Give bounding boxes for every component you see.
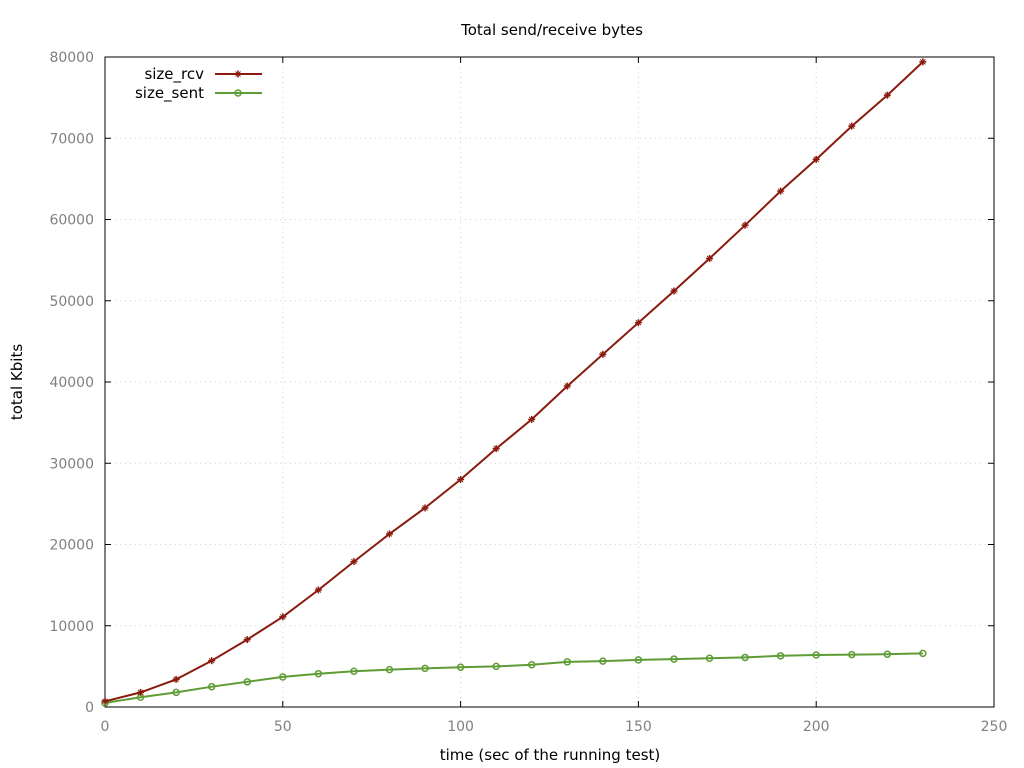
data-point [279,613,287,621]
data-point [670,287,678,295]
data-point [848,650,856,659]
data-point [457,476,465,483]
data-point [812,155,820,163]
data-point [207,682,216,691]
data-point [492,662,500,671]
data-point [706,255,714,262]
data-point [883,650,892,658]
data-point [563,382,571,390]
data-point [208,657,216,665]
data-point [350,558,358,566]
data-point [421,664,429,673]
series-size_rcv [101,58,927,705]
x-tick-label: 150 [625,719,652,735]
data-point [599,350,607,358]
y-tick-label: 50000 [49,294,94,310]
data-point [385,665,394,674]
data-point [776,652,785,660]
data-point [527,661,536,669]
legend-label: size_rcv [144,65,204,84]
data-point [634,656,643,664]
y-tick-label: 70000 [49,131,94,147]
data-point [848,122,856,130]
data-point [741,221,749,229]
data-point [279,673,287,681]
data-point [172,688,180,697]
data-point [741,653,749,662]
x-tick-label: 50 [274,719,292,735]
data-point [563,658,572,666]
chart-title: Total send/receive bytes [460,21,643,39]
data-point [919,58,927,66]
data-point [101,697,109,705]
data-point [421,504,429,512]
y-tick-label: 30000 [49,456,94,472]
data-point [243,636,251,644]
data-point [314,669,323,678]
data-point [492,445,500,453]
data-point [385,530,393,538]
y-tick-label: 10000 [49,619,94,635]
y-tick-label: 40000 [49,375,94,391]
data-point [883,91,891,99]
x-axis-title: time (sec of the running test) [440,746,661,764]
data-point [812,651,820,659]
data-point [172,675,180,683]
y-tick-label: 60000 [49,213,94,229]
y-tick-label: 80000 [49,50,94,66]
axis-ticks: 0 10000 20000 30000 40000 50000 60000 70000 8000… [49,50,1007,735]
data-point [243,678,251,686]
plot-frame [104,56,995,708]
data-point [919,649,927,658]
series-layer [101,58,927,707]
x-tick-label: 0 [101,719,110,735]
series-line [104,652,923,704]
y-tick-label: 20000 [49,538,94,554]
series-size_sent [101,649,927,707]
data-point [777,187,785,195]
legend-marker [234,70,242,78]
data-point [670,655,678,663]
x-tick-label: 250 [981,719,1008,735]
data-point [314,586,322,594]
data-point [350,667,358,675]
series-line [104,61,924,703]
data-point [634,319,642,327]
data-point [456,663,465,671]
y-axis-title: total Kbits [8,344,26,420]
y-tick-label: 0 [85,700,94,716]
data-point [137,688,145,696]
data-point [599,657,607,665]
data-point [528,415,536,423]
grid-lines [105,57,994,707]
legend-label: size_sent [135,84,204,103]
x-tick-label: 200 [803,719,830,735]
data-point [705,654,714,662]
legend-marker [234,89,242,97]
x-tick-label: 100 [447,719,474,735]
